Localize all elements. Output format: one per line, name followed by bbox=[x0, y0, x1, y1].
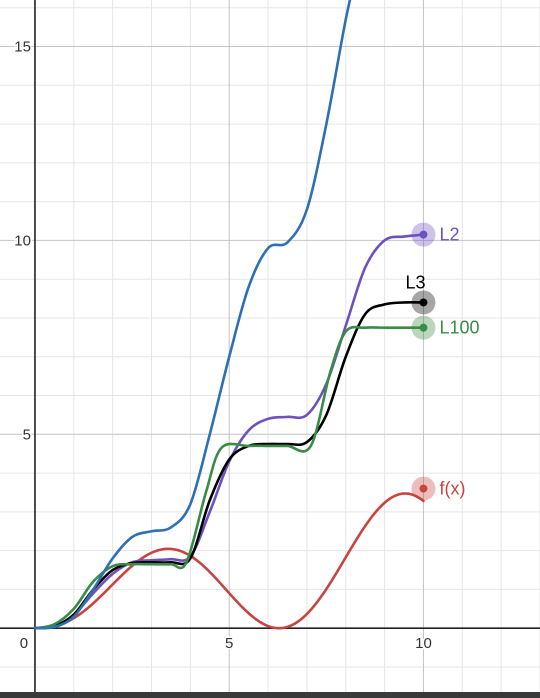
tick-labels: 0 5 10 5 10 15 bbox=[13, 37, 434, 654]
f-x-curve bbox=[33, 492, 425, 630]
unlabeled-curve-4 bbox=[33, 0, 352, 630]
l100-label: L100 bbox=[439, 318, 479, 338]
x-tick-label: 0 bbox=[20, 635, 28, 652]
l3-curve bbox=[33, 301, 425, 630]
l2-label: L2 bbox=[439, 225, 459, 245]
y-tick-label: 10 bbox=[14, 232, 31, 249]
l2-point[interactable] bbox=[419, 230, 428, 239]
bottom-bar bbox=[0, 692, 540, 698]
f-x-label: f(x) bbox=[439, 479, 465, 499]
x-tick-label: 5 bbox=[225, 635, 233, 652]
l100-point[interactable] bbox=[419, 323, 428, 332]
f-x-point[interactable] bbox=[419, 484, 428, 493]
end-markers: f(x) L2 L3 L100 bbox=[405, 222, 480, 501]
l3-point[interactable] bbox=[419, 298, 428, 307]
l3-label: L3 bbox=[405, 272, 425, 292]
l100-curve bbox=[33, 325, 425, 630]
x-tick-label: 10 bbox=[415, 635, 432, 652]
y-tick-label: 5 bbox=[23, 426, 31, 443]
y-tick-label: 15 bbox=[14, 39, 31, 56]
curves bbox=[33, 0, 425, 630]
